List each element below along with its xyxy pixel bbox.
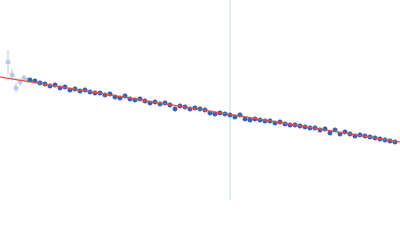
excluded-point: [21, 75, 27, 81]
fit-line: [0, 76, 400, 143]
data-point: [327, 130, 333, 136]
data-point: [172, 106, 178, 112]
excluded-point: [9, 72, 15, 78]
excluded-point: [5, 59, 11, 65]
excluded-point: [13, 85, 19, 91]
data-point: [247, 117, 253, 123]
data-point: [242, 116, 248, 122]
chart: [0, 0, 400, 200]
